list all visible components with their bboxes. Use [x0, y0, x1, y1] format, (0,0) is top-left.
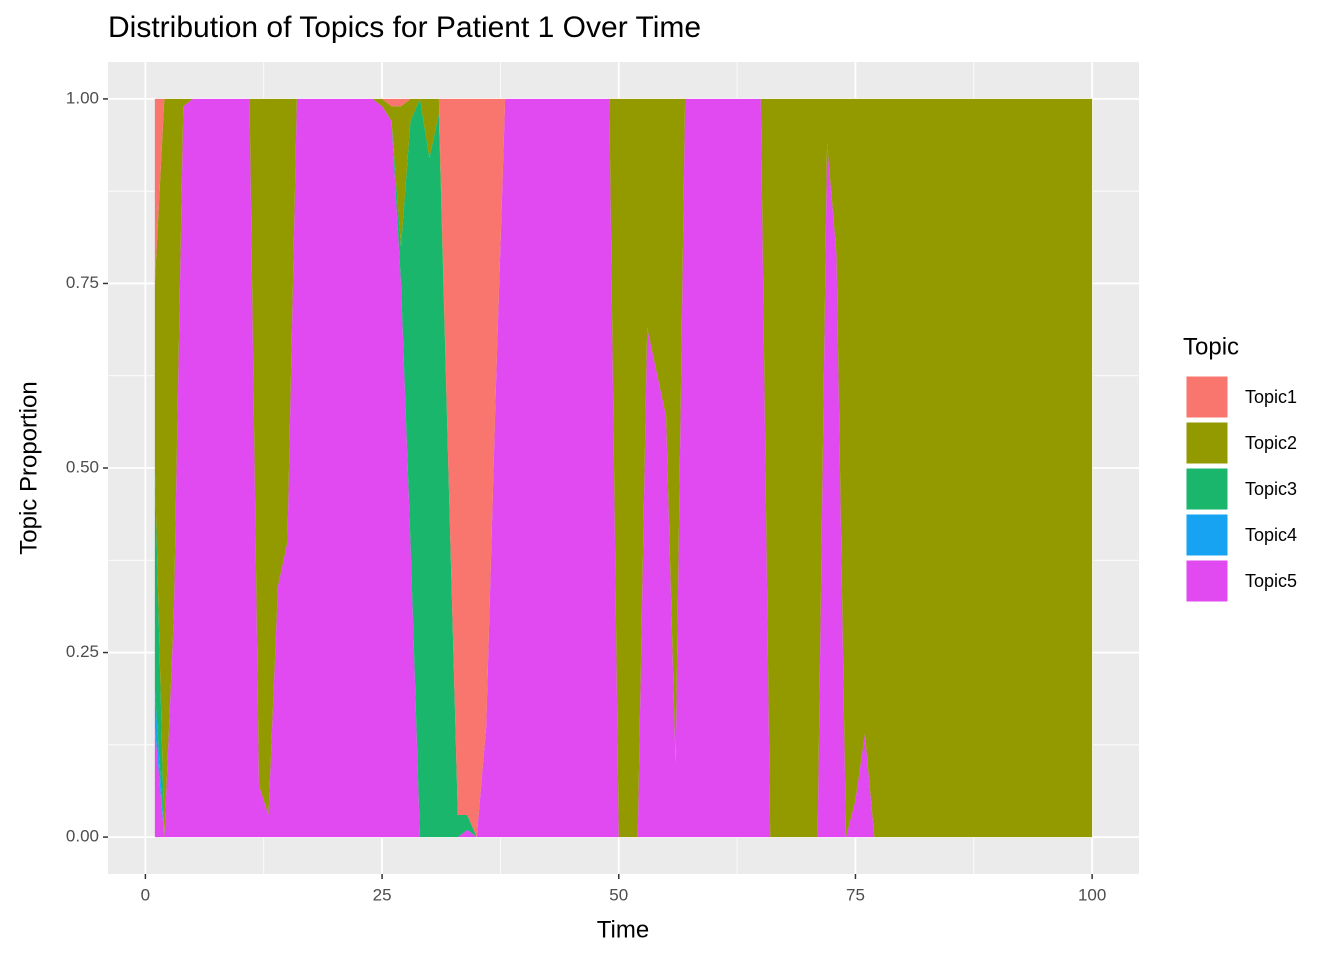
- area: [154, 98, 1093, 838]
- legend-key: [1185, 513, 1229, 557]
- y-tick-label: 0.75: [66, 273, 99, 292]
- legend-label: Topic4: [1245, 525, 1297, 545]
- x-tick-label: 100: [1078, 885, 1106, 904]
- y-tick-label: 0.25: [66, 642, 99, 661]
- x-tick-label: 25: [373, 885, 392, 904]
- legend-key: [1185, 467, 1229, 511]
- legend-label: Topic5: [1245, 571, 1297, 591]
- x-tick-label: 75: [846, 885, 865, 904]
- area: [154, 98, 1093, 838]
- y-tick-label: 0.50: [66, 457, 99, 476]
- legend-key: [1185, 375, 1229, 419]
- legend-title: Topic: [1183, 333, 1239, 360]
- legend-label: Topic2: [1245, 433, 1297, 453]
- legend-key: [1185, 421, 1229, 465]
- legend-label: Topic3: [1245, 479, 1297, 499]
- y-tick-label: 0.00: [66, 827, 99, 846]
- y-tick-label: 1.00: [66, 88, 99, 107]
- x-tick-label: 50: [609, 885, 628, 904]
- x-axis-label: Time: [597, 916, 649, 943]
- legend-key: [1185, 559, 1229, 603]
- y-axis-label: Topic Proportion: [15, 381, 42, 554]
- legend-label: Topic1: [1245, 387, 1297, 407]
- x-tick-label: 0: [141, 885, 150, 904]
- chart-title: Distribution of Topics for Patient 1 Ove…: [108, 11, 701, 44]
